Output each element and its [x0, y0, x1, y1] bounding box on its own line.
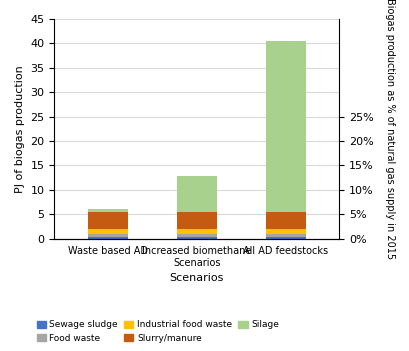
Y-axis label: PJ of biogas production: PJ of biogas production: [15, 65, 25, 193]
Bar: [88, 234, 128, 237]
Bar: [88, 237, 128, 239]
Bar: [176, 212, 216, 229]
Bar: [265, 212, 305, 229]
Bar: [88, 229, 128, 234]
Bar: [176, 176, 216, 212]
Legend: Sewage sludge, Food waste, Industrial food waste, Slurry/manure, Silage: Sewage sludge, Food waste, Industrial fo…: [33, 317, 282, 346]
Bar: [265, 229, 305, 234]
Bar: [265, 237, 305, 239]
Bar: [88, 212, 128, 229]
Bar: [176, 229, 216, 234]
Bar: [176, 234, 216, 237]
X-axis label: Scenarios: Scenarios: [169, 273, 224, 283]
Bar: [88, 209, 128, 212]
Bar: [265, 41, 305, 212]
Y-axis label: Biogas production as % of natural gas supply in 2015: Biogas production as % of natural gas su…: [384, 0, 394, 259]
Bar: [176, 237, 216, 239]
Bar: [265, 234, 305, 237]
